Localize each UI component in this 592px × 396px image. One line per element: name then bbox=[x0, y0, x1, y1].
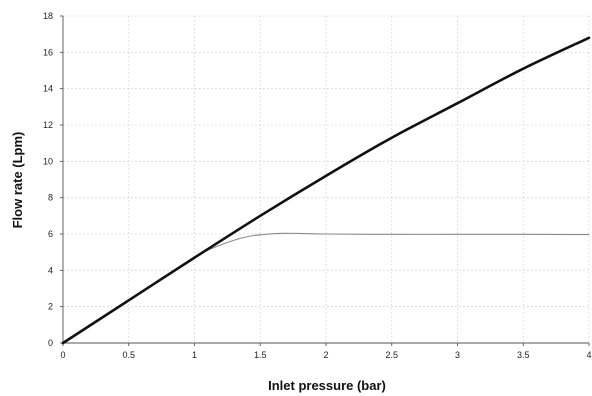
x-tick-label: 2.5 bbox=[385, 350, 398, 360]
y-tick-labels: 0 2 4 6 8 10 12 14 16 18 bbox=[43, 11, 53, 348]
y-tick-label: 4 bbox=[48, 265, 53, 275]
x-tick-label: 0 bbox=[60, 350, 65, 360]
x-tick-label: 1.5 bbox=[254, 350, 267, 360]
y-tick-label: 2 bbox=[48, 302, 53, 312]
grid-lines bbox=[63, 15, 590, 343]
x-tick-label: 0.5 bbox=[122, 350, 135, 360]
y-tick-label: 16 bbox=[43, 47, 53, 57]
series-group bbox=[61, 36, 591, 345]
y-tick-label: 14 bbox=[43, 84, 53, 94]
x-tick-label: 1 bbox=[192, 350, 197, 360]
y-tick-label: 10 bbox=[43, 156, 53, 166]
y-tick-label: 6 bbox=[48, 229, 53, 239]
y-tick-label: 12 bbox=[43, 120, 53, 130]
x-axis-title: Inlet pressure (bar) bbox=[268, 378, 386, 393]
y-axis-title: Flow rate (Lpm) bbox=[10, 132, 25, 229]
x-tick-labels: 0 0.5 1 1.5 2 2.5 3 3.5 4 bbox=[60, 350, 591, 360]
y-tick-label: 0 bbox=[48, 338, 53, 348]
y-tick-label: 8 bbox=[48, 193, 53, 203]
x-tick-label: 3.5 bbox=[517, 350, 530, 360]
y-tick-label: 18 bbox=[43, 11, 53, 21]
x-tick-label: 4 bbox=[586, 350, 591, 360]
x-tick-label: 2 bbox=[323, 350, 328, 360]
axes bbox=[60, 15, 590, 346]
x-tick-label: 3 bbox=[455, 350, 460, 360]
series-line-unregulated bbox=[61, 36, 591, 345]
